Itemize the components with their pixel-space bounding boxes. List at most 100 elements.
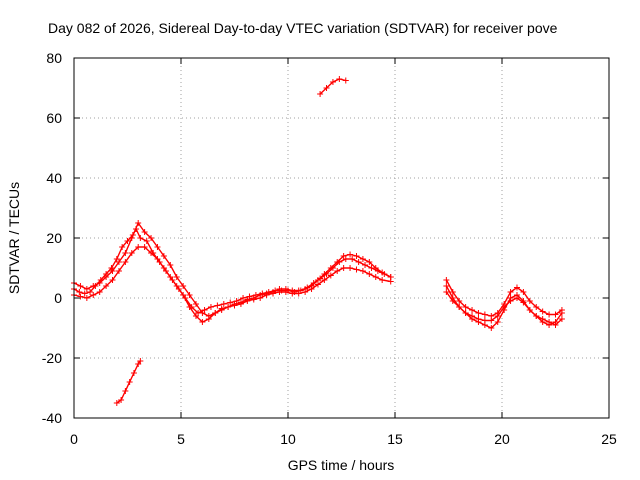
data-point [212,310,219,316]
data-point [122,388,129,394]
data-point [347,265,354,271]
series-trace-8 [317,76,349,97]
y-tick-label: 40 [46,170,62,186]
data-point [160,265,167,271]
y-axis-ticks: -40 -20 0 20 40 60 80 [42,50,609,426]
data-point [126,379,133,385]
data-point [148,250,155,256]
data-point [220,301,227,307]
data-point [349,256,356,262]
data-point [167,262,174,268]
data-point [372,274,379,280]
series-trace-6 [443,289,565,328]
data-point [379,277,386,283]
data-point [314,281,321,288]
data-point [552,322,559,328]
y-tick-label: 60 [46,110,62,126]
data-point [387,278,394,285]
data-point [443,277,450,283]
x-tick-label: 5 [177,431,185,447]
data-point [137,358,144,364]
data-point [141,244,148,250]
data-point [546,319,553,325]
data-point [359,256,366,262]
data-point [539,316,546,322]
data-point [456,298,463,304]
data-point [501,304,508,310]
y-tick-label: -40 [42,410,62,426]
data-point [115,268,122,274]
data-point [507,298,514,304]
data-point [263,292,270,298]
data-point [449,289,456,295]
data-point [173,283,180,289]
data-point [141,229,148,235]
data-point [481,317,488,324]
y-tick-label: 20 [46,230,62,246]
data-point [192,313,199,319]
data-point [526,298,533,304]
data-point [276,289,283,295]
data-point [282,289,289,295]
data-point [137,235,144,241]
data-point [109,277,116,283]
data-point [122,250,129,256]
x-tick-label: 25 [601,431,617,447]
y-tick-label: 80 [46,50,62,66]
data-point [443,283,450,289]
data-point [329,79,336,85]
data-point [148,235,155,241]
data-point [250,296,257,303]
data-point [475,310,482,316]
data-point [83,286,90,292]
data-point [103,274,110,280]
data-point [135,220,142,226]
data-point [520,289,527,295]
data-point [167,274,174,280]
data-point [128,250,135,256]
data-point [173,274,180,280]
data-point [362,262,369,268]
data-point [321,271,328,277]
data-point [231,302,238,309]
data-point [289,290,296,297]
data-point [90,283,97,289]
data-point [295,290,302,297]
x-tick-label: 0 [70,431,78,447]
data-point [108,265,115,271]
x-tick-label: 15 [387,431,403,447]
data-point [128,235,135,241]
data-point [199,319,206,325]
data-point [462,310,469,316]
data-point [115,259,122,265]
data-point [237,301,244,307]
data-point [323,85,330,91]
data-point [240,295,247,301]
data-point [180,292,187,298]
data-point [449,298,456,304]
data-point [355,259,362,265]
data-point [154,256,161,262]
data-point [340,253,347,259]
data-point [257,295,264,301]
y-axis-label: SDTVAR / TECUs [6,182,22,294]
data-point [462,304,469,310]
data-point [160,253,167,259]
x-tick-label: 10 [280,431,296,447]
data-point [334,259,341,265]
data-point [87,289,94,295]
data-point [494,313,501,319]
data-point [475,316,482,322]
data-point [205,316,212,322]
data-point [207,304,214,310]
x-axis-label: GPS time / hours [288,457,395,473]
data-point [469,307,476,313]
series-trace-3 [71,244,394,325]
data-point [83,295,90,301]
data-point [122,259,129,265]
series-layer [71,76,565,406]
data-point [558,316,565,322]
series-trace-7 [113,358,144,406]
data-point [218,307,225,313]
